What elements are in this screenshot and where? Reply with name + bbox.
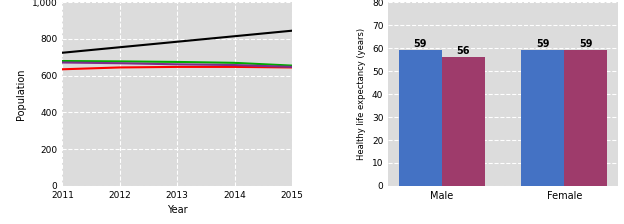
Text: 56: 56 (456, 46, 470, 56)
5 - 11 years (59, 51, 66, 54)
5 - 11 years (288, 29, 296, 32)
Line: 18 - 24 years: 18 - 24 years (62, 62, 292, 67)
18 - 24 years (231, 64, 238, 66)
12 - 17 years (231, 62, 238, 64)
Line: 5 - 11 years: 5 - 11 years (62, 31, 292, 53)
5 - 11 years (173, 40, 181, 43)
Y-axis label: Healthy life expectancy (years): Healthy life expectancy (years) (358, 28, 366, 160)
Bar (399, 50, 442, 186)
Line: 12 - 17 years: 12 - 17 years (62, 61, 292, 66)
Text: 59: 59 (414, 39, 427, 49)
Y-axis label: Population: Population (16, 68, 26, 120)
0 - 4 years (231, 66, 238, 68)
12 - 17 years (173, 60, 181, 63)
0 - 4 years (173, 66, 181, 68)
Text: 59: 59 (536, 39, 550, 49)
18 - 24 years (288, 66, 296, 68)
12 - 17 years (116, 60, 124, 63)
0 - 4 years (59, 68, 66, 71)
Line: 0 - 4 years: 0 - 4 years (62, 67, 292, 69)
18 - 24 years (116, 62, 124, 65)
12 - 17 years (288, 64, 296, 67)
Bar (522, 50, 564, 186)
0 - 4 years (116, 66, 124, 69)
Text: 59: 59 (579, 39, 593, 49)
Bar (564, 50, 607, 186)
12 - 17 years (59, 60, 66, 62)
0 - 4 years (288, 66, 296, 69)
5 - 11 years (231, 35, 238, 38)
18 - 24 years (59, 61, 66, 64)
5 - 11 years (116, 46, 124, 49)
18 - 24 years (173, 63, 181, 66)
X-axis label: Year: Year (167, 205, 187, 215)
Bar (442, 57, 485, 186)
